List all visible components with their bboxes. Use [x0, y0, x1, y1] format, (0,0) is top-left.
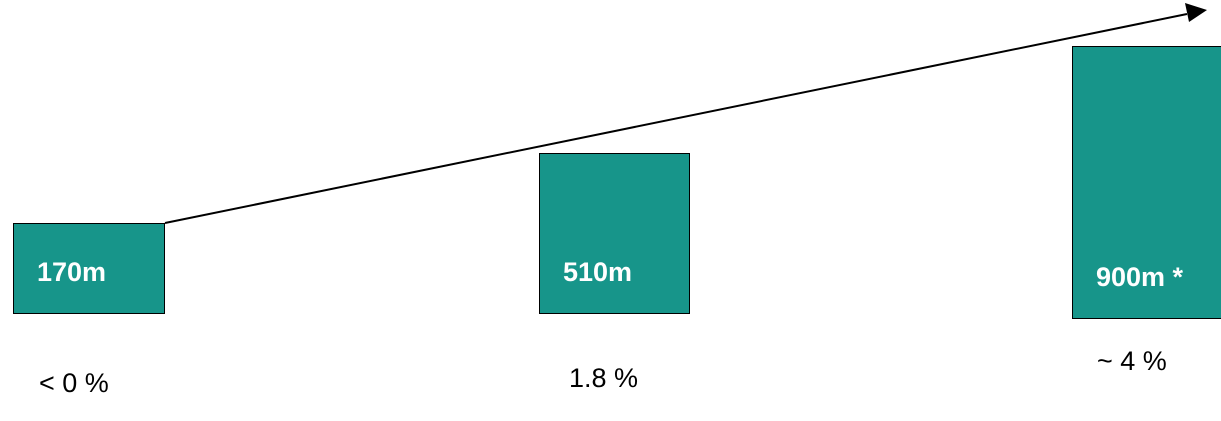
percentage-label: < 0 % [39, 368, 109, 398]
trend-arrow-line [164, 13, 1188, 224]
percentage-label: 1.8 % [569, 363, 639, 393]
bar-label: 170m [37, 257, 107, 287]
percentage-label: ~ 4 % [1097, 346, 1167, 376]
bar-label: 900m * [1096, 262, 1184, 292]
bar-510m: 510m [539, 153, 690, 314]
trend-arrow-head [1185, 3, 1207, 22]
bar-label: 510m [563, 257, 633, 287]
bar-900m: 900m * [1072, 46, 1221, 319]
bar-170m: 170m [13, 223, 165, 314]
